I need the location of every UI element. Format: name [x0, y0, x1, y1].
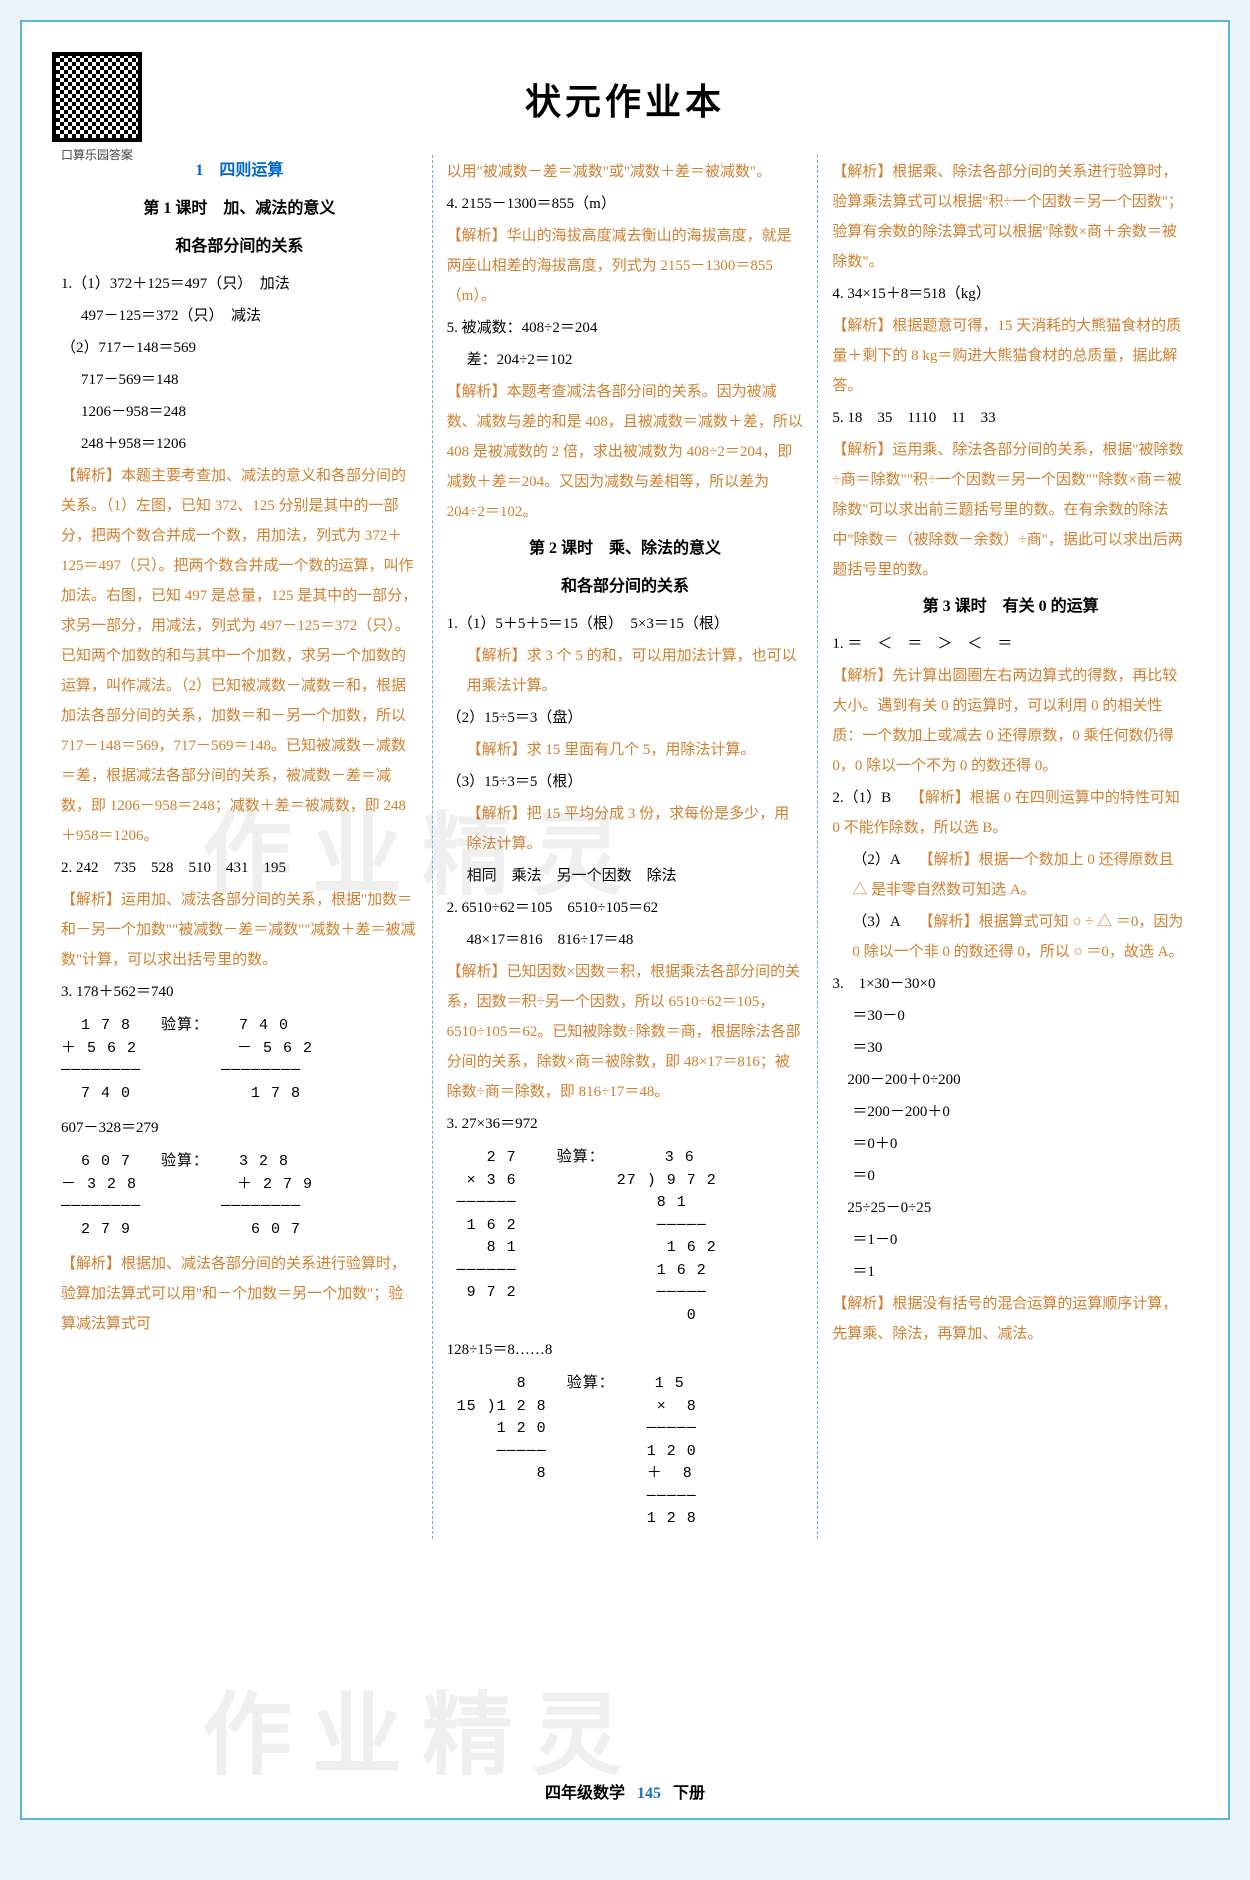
q3b-line: 607－328＝279 [61, 1113, 418, 1143]
q1-line: （2）717－148＝569 [61, 333, 418, 363]
c3-q33: 3. 1×30－30×0 [832, 969, 1189, 999]
q4-line: 4. 2155－1300＝855（m） [447, 189, 804, 219]
c3-a31: 【解析】先计算出圆圈左右两边算式的得数，再比较大小。遇到有关 0 的运算时，可以… [832, 661, 1189, 781]
lesson-1-title-b: 和各部分间的关系 [61, 231, 418, 263]
c3-q4: 4. 34×15＋8＝518（kg） [832, 279, 1189, 309]
analysis-22: 【解析】已知因数×因数＝积，根据乘法各部分间的关系，因数＝积÷另一个因数，所以 … [447, 957, 804, 1107]
q21b-line: （2）15÷5＝3（盘） [447, 703, 804, 733]
c3-c34c: ＝0 [832, 1161, 1189, 1191]
calc-block-1: 1 7 8 验算： 7 4 0 ＋ 5 6 2 － 5 6 2 ────────… [61, 1015, 418, 1105]
lesson-1-title-a: 第 1 课时 加、减法的意义 [61, 193, 418, 225]
c3-c34: 200－200＋0÷200 [832, 1065, 1189, 1095]
c3-q32b: （2）A 【解析】根据一个数加上 0 还得原数且 △ 是非零自然数可知选 A。 [832, 845, 1189, 905]
q1-line: 497－125＝372（只） 减法 [61, 301, 418, 331]
calc-block-3: 2 7 验算： 3 6 × 3 6 27 ) 9 7 2 ────── 8 1 … [447, 1147, 804, 1327]
c3-q31: 1. ＝ ＜ ＝ ＞ ＜ ＝ [832, 629, 1189, 659]
c3-c34b: ＝0＋0 [832, 1129, 1189, 1159]
c3-c34a: ＝200－200＋0 [832, 1097, 1189, 1127]
c3-c33b: ＝30 [832, 1033, 1189, 1063]
c3-q32a: 2.（1）B 【解析】根据 0 在四则运算中的特性可知 0 不能作除数，所以选 … [832, 783, 1189, 843]
q23-line: 3. 27×36＝972 [447, 1109, 804, 1139]
c3-c35: 25÷25－0÷25 [832, 1193, 1189, 1223]
q5a-line: 5. 被减数：408÷2＝204 [447, 313, 804, 343]
columns: 1 四则运算 第 1 课时 加、减法的意义 和各部分间的关系 1.（1）372＋… [47, 155, 1203, 1539]
column-1: 1 四则运算 第 1 课时 加、减法的意义 和各部分间的关系 1.（1）372＋… [47, 155, 433, 1539]
c3-c33a: ＝30－0 [832, 1001, 1189, 1031]
analysis-23: 【解析】根据乘、除法各部分间的关系进行验算时，验算乘法算式可以根据"积÷一个因数… [832, 157, 1189, 277]
main-title: 状元作业本 [47, 73, 1203, 125]
lesson-2-title-a: 第 2 课时 乘、除法的意义 [447, 533, 804, 565]
q-num: （3）A [852, 914, 915, 930]
q21c-line: （3）15÷3＝5（根） [447, 767, 804, 797]
q22a-line: 2. 6510÷62＝105 6510÷105＝62 [447, 893, 804, 923]
q23b-line: 128÷15＝8……8 [447, 1335, 804, 1365]
q21a-line: 1.（1）5＋5＋5＝15（根） 5×3＝15（根） [447, 609, 804, 639]
q1-line: 1206－958＝248 [61, 397, 418, 427]
lesson-3-title: 第 3 课时 有关 0 的运算 [832, 591, 1189, 623]
q2-line: 2. 242 735 528 510 431 195 [61, 853, 418, 883]
q3a-line: 3. 178＋562＝740 [61, 977, 418, 1007]
analysis-5: 【解析】本题考查减法各部分间的关系。因为被减数、减数与差的和是 408，且被减数… [447, 377, 804, 527]
lesson-2-title-b: 和各部分间的关系 [447, 571, 804, 603]
footer-page: 145 [637, 1785, 661, 1802]
footer-left: 四年级数学 [545, 1785, 625, 1802]
page: 口算乐园答案 状元作业本 1 四则运算 第 1 课时 加、减法的意义 和各部分间… [20, 20, 1230, 1820]
q-num: （2）A [852, 852, 915, 868]
analysis-3: 【解析】根据加、减法各部分间的关系进行验算时，验算加法算式可以用"和－个加数＝另… [61, 1249, 418, 1339]
analysis-21c: 【解析】把 15 平均分成 3 份，求每份是多少，用除法计算。 [447, 799, 804, 859]
c3-a5: 【解析】运用乘、除法各部分间的关系，根据"被除数÷商＝除数""积÷一个因数＝另一… [832, 435, 1189, 585]
q1-line: 1.（1）372＋125＝497（只） 加法 [61, 269, 418, 299]
watermark-2: 作业精灵 [202, 1662, 642, 1792]
c3-q32c: （3）A 【解析】根据算式可知 ○ ÷ △ ＝0，因为 0 除以一个非 0 的数… [832, 907, 1189, 967]
c3-c35a: ＝1－0 [832, 1225, 1189, 1255]
analysis-21b: 【解析】求 15 里面有几个 5，用除法计算。 [447, 735, 804, 765]
column-2: 以用"被减数－差＝减数"或"减数＋差＝被减数"。 4. 2155－1300＝85… [433, 155, 819, 1539]
q5b-line: 差：204÷2＝102 [447, 345, 804, 375]
calc-block-4: 8 验算： 1 5 15 )1 2 8 × 8 1 2 0 ───── ────… [447, 1373, 804, 1531]
footer: 四年级数学 145 下册 [22, 1779, 1228, 1803]
q-num: 2.（1）B [832, 790, 906, 806]
q1-line: 248＋958＝1206 [61, 429, 418, 459]
c3-q5: 5. 18 35 1110 11 33 [832, 403, 1189, 433]
analysis-3-cont: 以用"被减数－差＝减数"或"减数＋差＝被减数"。 [447, 157, 804, 187]
analysis-2: 【解析】运用加、减法各部分间的关系，根据"加数＝和－另一个加数""被减数－差＝减… [61, 885, 418, 975]
analysis-4: 【解析】华山的海拔高度减去衡山的海拔高度，就是两座山相差的海拔高度，列式为 21… [447, 221, 804, 311]
chapter-heading: 1 四则运算 [61, 155, 418, 187]
footer-right: 下册 [673, 1785, 705, 1802]
q21d-line: 相同 乘法 另一个因数 除法 [447, 861, 804, 891]
q1-line: 717－569＝148 [61, 365, 418, 395]
c3-a33: 【解析】根据没有括号的混合运算的运算顺序计算，先算乘、除法，再算加、减法。 [832, 1289, 1189, 1349]
analysis-1: 【解析】本题主要考查加、减法的意义和各部分间的关系。（1）左图，已知 372、1… [61, 461, 418, 851]
calc-block-2: 6 0 7 验算： 3 2 8 － 3 2 8 ＋ 2 7 9 ────────… [61, 1151, 418, 1241]
q22b-line: 48×17＝816 816÷17＝48 [447, 925, 804, 955]
c3-c35b: ＝1 [832, 1257, 1189, 1287]
column-3: 【解析】根据乘、除法各部分间的关系进行验算时，验算乘法算式可以根据"积÷一个因数… [818, 155, 1203, 1539]
analysis-21a: 【解析】求 3 个 5 的和，可以用加法计算，也可以用乘法计算。 [447, 641, 804, 701]
c3-a4: 【解析】根据题意可得，15 天消耗的大熊猫食材的质量＋剩下的 8 kg＝购进大熊… [832, 311, 1189, 401]
